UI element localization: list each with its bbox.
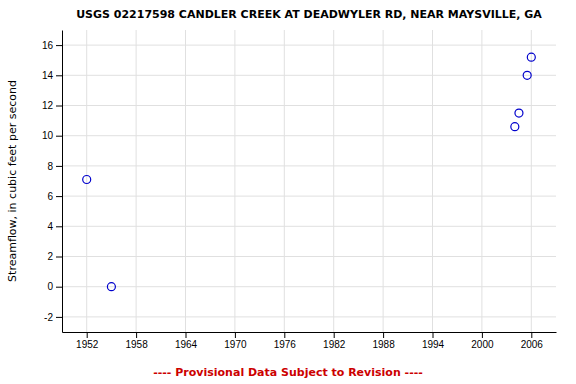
y-axis-tick: 16 <box>42 40 62 51</box>
y-axis-tick: 8 <box>47 161 62 172</box>
point <box>515 109 523 117</box>
x-axis-tick: 2000 <box>471 332 494 350</box>
point <box>523 71 531 79</box>
x-axis-tick: 1952 <box>76 332 99 350</box>
point <box>511 123 519 131</box>
x-axis-tick-mark <box>383 332 384 338</box>
x-axis-tick-label: 2006 <box>521 339 544 350</box>
x-axis-tick-label: 1976 <box>274 339 297 350</box>
y-axis-tick-label: 2 <box>47 251 53 262</box>
y-axis-tick-label: 10 <box>42 130 54 141</box>
y-axis-tick-label: 4 <box>47 221 53 232</box>
point <box>107 283 115 291</box>
x-axis-tick-mark <box>334 332 335 338</box>
x-axis-tick: 1970 <box>224 332 247 350</box>
x-axis-tick-label: 1952 <box>76 339 99 350</box>
point <box>83 175 91 183</box>
y-axis-tick-mark <box>56 287 62 288</box>
x-axis-tick-mark <box>284 332 285 338</box>
x-axis-tick: 1982 <box>323 332 346 350</box>
y-axis-tick: 10 <box>42 130 62 141</box>
x-axis-tick-label: 1994 <box>422 339 445 350</box>
grid-line <box>62 286 556 287</box>
x-axis-tick: 1988 <box>372 332 395 350</box>
x-axis-tick-mark <box>482 332 483 338</box>
chart: 1952 1958 1964 1970 1976 1982 1988 1994 2000 2006… <box>0 0 576 384</box>
y-axis-tick-label: 16 <box>42 40 54 51</box>
grid-line <box>62 196 556 197</box>
x-axis-tick-label: 1970 <box>224 339 247 350</box>
y-axis-tick-mark <box>56 196 62 197</box>
y-axis-tick-label: 8 <box>47 161 53 172</box>
x-axis-tick-mark <box>136 332 137 338</box>
x-axis-tick: 1964 <box>175 332 198 350</box>
x-axis-tick: 1976 <box>274 332 297 350</box>
point <box>527 53 535 61</box>
x-axis-tick-mark <box>235 332 236 338</box>
y-axis-tick-mark <box>56 106 62 107</box>
grid-line <box>62 45 556 46</box>
y-axis-title: Streamflow, in cubic feet per second <box>6 80 19 282</box>
y-axis-tick-label: 0 <box>47 281 53 292</box>
y-axis-tick: 14 <box>42 70 62 81</box>
x-axis-tick: 1994 <box>422 332 445 350</box>
plot: 1952 1958 1964 1970 1976 1982 1988 1994 2000 2006… <box>42 30 557 350</box>
grid <box>62 30 556 332</box>
y-axis-tick: 2 <box>47 251 62 262</box>
y-axis-tick: 12 <box>42 100 62 111</box>
x-axis-tick-mark <box>531 332 532 338</box>
x-axis-tick: 1958 <box>125 332 148 350</box>
x-axis-tick-mark <box>433 332 434 338</box>
y-axis-tick: 4 <box>47 221 62 232</box>
x-axis-tick-label: 1964 <box>175 339 198 350</box>
x-axis-tick-label: 2000 <box>471 339 494 350</box>
y-axis-tick-mark <box>56 45 62 46</box>
x-axis-tick-mark <box>87 332 88 338</box>
grid-line <box>62 105 556 106</box>
y-axis-tick-mark <box>56 317 62 318</box>
x-axis-tick-label: 1982 <box>323 339 346 350</box>
x-axis-tick-label: 1988 <box>372 339 395 350</box>
x-axis-tick-label: 1958 <box>125 339 148 350</box>
y-axis-tick-label: 6 <box>47 191 53 202</box>
y-axis-line <box>62 31 63 333</box>
x-axis-tick: 2006 <box>521 332 544 350</box>
y-axis-tick-mark <box>56 166 62 167</box>
grid-line <box>62 316 556 317</box>
grid-line <box>62 75 556 76</box>
y-axis-tick-label: 12 <box>42 100 54 111</box>
title: USGS 02217598 CANDLER CREEK AT DEADWYLER… <box>76 8 542 21</box>
y-axis-tick-mark <box>56 75 62 76</box>
y-axis-tick-label: 14 <box>42 70 54 81</box>
grid-line <box>62 165 556 166</box>
y-axis-tick-mark <box>56 226 62 227</box>
y-axis-tick-label: -2 <box>44 312 53 323</box>
y-axis-tick-mark <box>56 136 62 137</box>
grid-line <box>62 256 556 257</box>
y-axis-tick: 0 <box>47 281 62 292</box>
grid-line <box>62 226 556 227</box>
y-axis-tick-mark <box>56 257 62 258</box>
y-axis: -2 0 2 4 6 8 10 12 14 16 <box>42 31 63 333</box>
x-axis-tick-mark <box>186 332 187 338</box>
annotation: ---- Provisional Data Subject to Revisio… <box>153 366 423 379</box>
x-axis: 1952 1958 1964 1970 1976 1982 1988 1994 2000 2006 <box>63 332 557 350</box>
y-axis-tick: 6 <box>47 191 62 202</box>
y-axis-tick: -2 <box>44 312 62 323</box>
points <box>83 53 536 291</box>
grid-line <box>62 135 556 136</box>
